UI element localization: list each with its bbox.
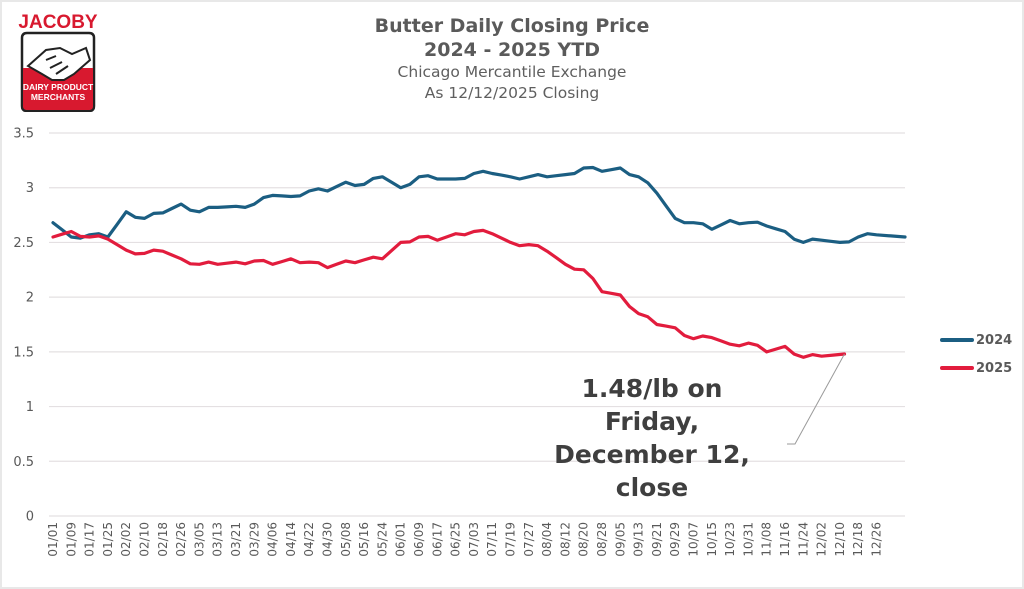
annotation-line-4: close xyxy=(615,473,689,502)
y-tick-label: 2.5 xyxy=(13,236,34,251)
annotation-leader-line xyxy=(787,353,845,445)
x-tick-label: 09/05 xyxy=(613,522,627,557)
x-tick-label: 04/22 xyxy=(302,522,316,557)
x-tick-label: 08/04 xyxy=(540,522,554,557)
y-tick-label: 1 xyxy=(26,400,34,415)
x-tick-label: 12/18 xyxy=(851,522,865,557)
x-tick-label: 10/15 xyxy=(705,522,719,557)
legend-label-2025: 2025 xyxy=(976,360,1013,376)
chart-title-block: Butter Daily Closing Price 2024 - 2025 Y… xyxy=(0,14,1024,104)
annotation-line-2: Friday, xyxy=(604,407,700,436)
annotation-line-1: 1.48/lb on xyxy=(581,374,723,403)
x-axis-ticks: 01/01 01/09 01/17 01/25 02/02 02/10 02/18 02/26… xyxy=(46,522,884,557)
chart-subtitle-date: As 12/12/2025 Closing xyxy=(424,84,600,102)
y-tick-label: 3 xyxy=(26,181,34,196)
y-axis-ticks: 0 0.5 1 1.5 2 2.5 3 3.5 xyxy=(13,127,34,525)
x-tick-label: 04/30 xyxy=(321,522,335,557)
y-tick-label: 1.5 xyxy=(13,345,34,360)
x-tick-label: 09/29 xyxy=(668,522,682,557)
x-tick-label: 11/08 xyxy=(760,522,774,557)
x-tick-label: 01/01 xyxy=(46,522,60,557)
x-tick-label: 02/26 xyxy=(174,522,188,557)
x-tick-label: 07/27 xyxy=(522,522,536,557)
x-tick-label: 09/21 xyxy=(650,522,664,557)
annotation-leader xyxy=(787,353,845,445)
x-tick-label: 03/21 xyxy=(229,522,243,557)
x-tick-label: 08/20 xyxy=(577,522,591,557)
series-line-2024 xyxy=(51,165,907,244)
x-tick-label: 05/24 xyxy=(375,522,389,557)
x-tick-label: 07/19 xyxy=(504,522,518,557)
series-line-2025 xyxy=(51,228,847,359)
x-tick-label: 03/29 xyxy=(247,522,261,557)
y-tick-label: 0 xyxy=(26,510,34,525)
x-tick-label: 02/18 xyxy=(156,522,170,557)
legend-label-2024: 2024 xyxy=(976,332,1013,348)
x-tick-label: 12/10 xyxy=(833,522,847,557)
x-tick-label: 07/03 xyxy=(467,522,481,557)
legend: 2024 2025 xyxy=(940,326,1012,382)
jacoby-logo: JACOBY DAIRY PRODUCT MERCHANTS xyxy=(18,12,98,112)
x-tick-label: 06/17 xyxy=(430,522,444,557)
x-tick-label: 06/01 xyxy=(394,522,408,557)
x-tick-label: 04/06 xyxy=(266,522,280,557)
chart-subtitle-source: Chicago Mercantile Exchange xyxy=(397,63,627,81)
legend-item-2025: 2025 xyxy=(940,354,1012,382)
x-tick-label: 11/24 xyxy=(796,522,810,557)
x-tick-label: 03/13 xyxy=(211,522,225,557)
x-tick-label: 03/05 xyxy=(192,522,206,557)
x-tick-label: 10/07 xyxy=(687,522,701,557)
x-tick-label: 10/23 xyxy=(723,522,737,557)
x-tick-label: 08/12 xyxy=(558,522,572,557)
x-tick-label: 05/08 xyxy=(339,522,353,557)
x-tick-label: 01/17 xyxy=(83,522,97,557)
x-tick-label: 04/14 xyxy=(284,522,298,557)
logo-brand: JACOBY xyxy=(18,12,98,33)
series-lines xyxy=(51,165,907,359)
x-tick-label: 12/26 xyxy=(870,522,884,557)
legend-swatch-2025 xyxy=(940,366,974,370)
logo-tagline-2: MERCHANTS xyxy=(31,92,86,102)
legend-swatch-2024 xyxy=(940,338,974,342)
x-tick-label: 01/09 xyxy=(64,522,78,557)
y-tick-label: 2 xyxy=(26,291,34,306)
x-tick-label: 10/31 xyxy=(741,522,755,557)
x-tick-label: 09/13 xyxy=(632,522,646,557)
x-tick-label: 05/16 xyxy=(357,522,371,557)
x-tick-label: 11/16 xyxy=(778,522,792,557)
x-tick-label: 01/25 xyxy=(101,522,115,557)
x-tick-label: 06/09 xyxy=(412,522,426,557)
legend-item-2024: 2024 xyxy=(940,326,1012,354)
x-tick-label: 02/02 xyxy=(119,522,133,557)
y-tick-label: 0.5 xyxy=(13,455,34,470)
handshake-icon xyxy=(26,46,92,81)
price-annotation: 1.48/lb on Friday, December 12, close xyxy=(552,372,752,504)
chart-title: Butter Daily Closing Price xyxy=(374,15,650,37)
x-tick-label: 07/11 xyxy=(485,522,499,557)
chart-title-years: 2024 - 2025 YTD xyxy=(424,39,600,61)
x-tick-label: 12/02 xyxy=(815,522,829,557)
y-tick-label: 3.5 xyxy=(13,127,34,142)
x-tick-label: 06/25 xyxy=(449,522,463,557)
x-tick-label: 08/28 xyxy=(595,522,609,557)
x-tick-label: 02/10 xyxy=(138,522,152,557)
annotation-line-3: December 12, xyxy=(554,440,750,469)
logo-tagline-1: DAIRY PRODUCT xyxy=(23,82,94,92)
gridlines xyxy=(49,132,905,517)
